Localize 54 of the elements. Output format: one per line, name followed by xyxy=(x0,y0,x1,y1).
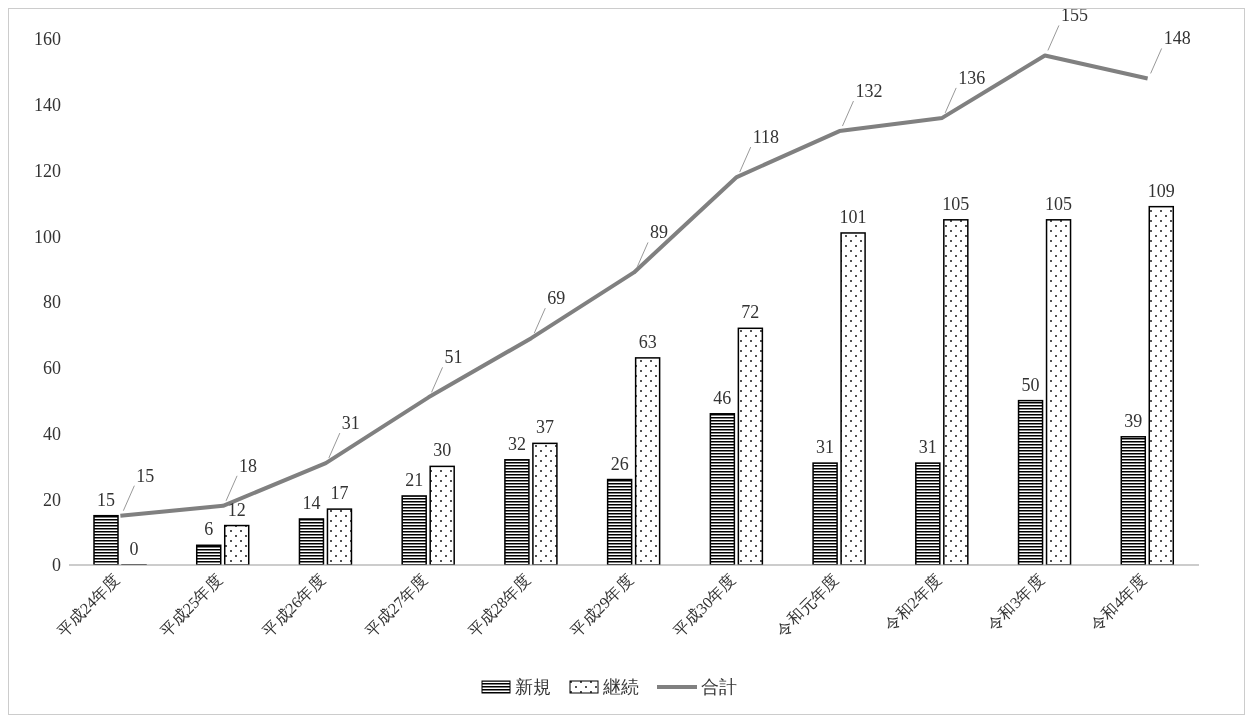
data-label: 26 xyxy=(610,453,629,474)
data-label: 132 xyxy=(855,81,883,102)
data-label: 155 xyxy=(1060,5,1088,26)
data-label: 15 xyxy=(97,489,115,510)
data-label: 31 xyxy=(816,437,835,458)
data-label: 12 xyxy=(227,499,246,520)
y-tick-label: 120 xyxy=(34,160,61,181)
legend-label: 新規 xyxy=(514,676,551,699)
data-label: 118 xyxy=(752,127,780,148)
x-tick-label: 平成25年度 xyxy=(156,571,226,640)
data-label: 17 xyxy=(330,483,349,504)
x-tick-label: 平成26年度 xyxy=(259,571,328,640)
y-tick-label: 80 xyxy=(43,292,61,313)
x-tick-label: 平成29年度 xyxy=(567,571,637,640)
data-label: 148 xyxy=(1163,28,1191,49)
data-label: 46 xyxy=(713,387,732,408)
data-label: 109 xyxy=(1147,180,1175,201)
data-label: 89 xyxy=(650,222,668,243)
data-label: 21 xyxy=(405,469,424,490)
data-label: 6 xyxy=(204,519,214,540)
data-label: 136 xyxy=(958,67,986,88)
y-tick-label: 140 xyxy=(34,95,61,116)
data-label: 31 xyxy=(341,413,360,434)
x-tick-label: 平成30年度 xyxy=(670,571,739,640)
x-tick-label: 平成28年度 xyxy=(464,571,534,640)
data-label: 14 xyxy=(302,492,321,513)
data-label: 32 xyxy=(507,433,526,454)
y-tick-label: 100 xyxy=(34,226,61,247)
data-label: 72 xyxy=(741,302,760,323)
x-tick-label: 平成27年度 xyxy=(362,571,431,640)
data-label: 105 xyxy=(942,193,970,214)
data-label: 30 xyxy=(433,440,452,461)
data-label: 37 xyxy=(535,417,554,438)
data-label: 69 xyxy=(547,288,566,309)
data-label: 51 xyxy=(444,347,463,368)
y-tick-label: 40 xyxy=(43,423,61,444)
data-label: 101 xyxy=(839,206,867,227)
data-label: 105 xyxy=(1045,193,1073,214)
data-label: 50 xyxy=(1021,374,1040,395)
data-label: 31 xyxy=(918,437,937,458)
data-label: 0 xyxy=(129,538,139,559)
legend-label: 合計 xyxy=(700,676,737,699)
y-tick-label: 20 xyxy=(43,489,61,510)
data-label: 63 xyxy=(638,331,657,352)
data-label: 39 xyxy=(1124,410,1143,431)
data-label: 15 xyxy=(136,465,155,486)
x-tick-label: 令和元年度 xyxy=(772,571,842,640)
data-label: 18 xyxy=(239,455,258,476)
x-tick-label: 令和2年度 xyxy=(881,571,945,635)
x-tick-label: 令和4年度 xyxy=(1086,571,1150,635)
y-tick-label: 160 xyxy=(34,29,61,50)
legend-label: 継続 xyxy=(602,676,639,699)
y-tick-label: 60 xyxy=(43,358,61,379)
x-tick-label: 令和3年度 xyxy=(984,571,1048,635)
